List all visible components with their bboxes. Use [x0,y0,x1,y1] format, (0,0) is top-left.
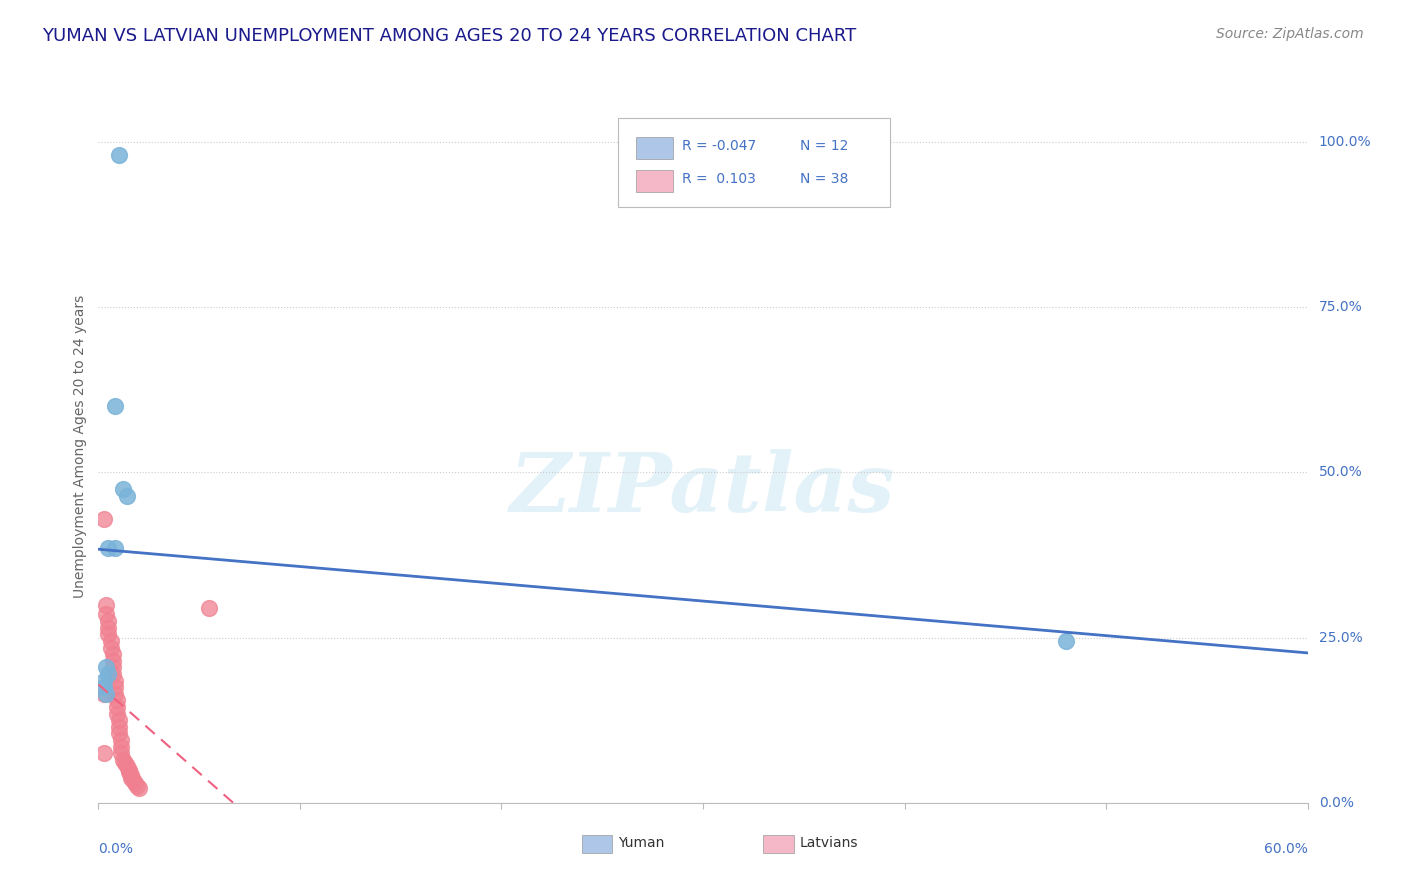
Point [93,746,115,760]
Point [101,654,124,668]
Text: 100.0%: 100.0% [1319,135,1371,149]
Point [107,726,129,740]
Point [96,607,118,622]
Bar [637,170,672,192]
Text: 50.0%: 50.0% [1319,466,1362,479]
Point [128,781,150,796]
Point [100,634,122,648]
Text: Source: ZipAtlas.com: Source: ZipAtlas.com [1216,27,1364,41]
Point [93,687,115,701]
Point [101,647,124,661]
Point [97,614,120,628]
Text: R =  0.103: R = 0.103 [682,172,756,186]
Point [103,687,125,701]
Point [103,673,125,688]
Point [120,771,142,785]
Text: N = 38: N = 38 [800,172,848,186]
Bar [763,835,794,853]
Point [107,720,129,734]
Point [93,673,115,688]
Text: 60.0%: 60.0% [1264,842,1308,855]
Point [103,400,125,414]
Point [110,746,132,760]
Point [97,667,120,681]
Text: YUMAN VS LATVIAN UNEMPLOYMENT AMONG AGES 20 TO 24 YEARS CORRELATION CHART: YUMAN VS LATVIAN UNEMPLOYMENT AMONG AGES… [42,27,856,45]
Point [115,489,138,503]
Text: N = 12: N = 12 [800,139,848,153]
Point [115,759,138,773]
Point [121,773,143,788]
Point [97,627,120,641]
Point [1054,634,1077,648]
FancyBboxPatch shape [619,118,890,207]
Point [96,660,118,674]
Point [110,733,132,747]
Point [101,660,124,674]
Point [111,753,134,767]
Point [105,706,128,721]
Point [93,511,115,525]
Point [97,541,120,556]
Text: 0.0%: 0.0% [98,842,134,855]
Point [124,776,146,790]
Y-axis label: Unemployment Among Ages 20 to 24 years: Unemployment Among Ages 20 to 24 years [73,294,87,598]
Point [96,598,118,612]
Point [107,713,129,727]
Text: Latvians: Latvians [800,837,858,850]
Point [96,687,118,701]
Point [120,768,142,782]
Text: Yuman: Yuman [619,837,665,850]
Point [118,763,141,777]
Point [125,779,148,793]
Bar [582,835,613,853]
Point [105,693,128,707]
Text: R = -0.047: R = -0.047 [682,139,756,153]
Point [107,148,129,162]
Bar [637,137,672,159]
Text: 0.0%: 0.0% [1319,796,1354,810]
Text: ZIPatlas: ZIPatlas [510,449,896,529]
Point [198,600,221,615]
Text: 25.0%: 25.0% [1319,631,1362,645]
Point [100,640,122,655]
Point [101,667,124,681]
Point [111,482,134,496]
Point [114,756,136,771]
Text: 75.0%: 75.0% [1319,301,1362,314]
Point [110,739,132,754]
Point [103,541,125,556]
Point [97,621,120,635]
Point [93,680,115,694]
Point [103,680,125,694]
Point [105,700,128,714]
Point [118,765,141,780]
